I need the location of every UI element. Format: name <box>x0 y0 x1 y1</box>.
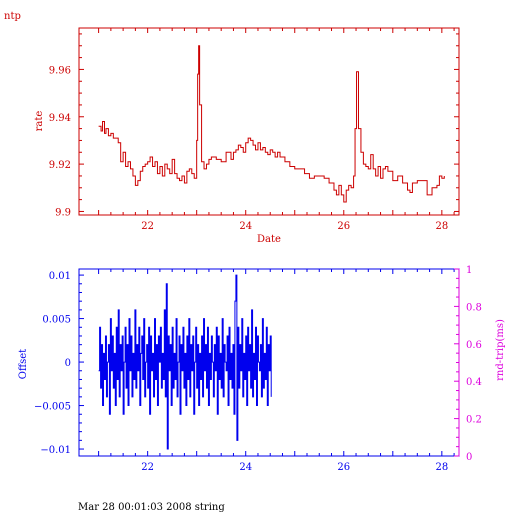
footer-timestamp: Mar 28 00:01:03 2008 string <box>78 502 225 512</box>
rate-panel: 22 24 26 28 9.9 9.92 9.94 9.96 Date rate <box>34 27 460 245</box>
rate-ticks: 22 24 26 28 9.9 9.92 9.94 9.96 <box>49 28 459 232</box>
roundtrip-y-tick-label: 0.4 <box>466 377 482 388</box>
offset-ticks: 22 24 26 28 0.01 0.005 0 −0.005 −0.01 0 0.2 0.4 0.6 0… <box>34 265 482 473</box>
offset-y-tick-label: −0.005 <box>34 402 71 413</box>
rate-y-tick-label: 9.94 <box>49 113 71 124</box>
rate-x-tick-label: 22 <box>141 221 154 232</box>
offset-series-line <box>98 274 272 450</box>
rate-plot-frame <box>78 27 460 216</box>
roundtrip-y-tick-label: 0 <box>466 452 472 463</box>
offset-x-tick-label: 24 <box>239 462 252 473</box>
corner-label: ntp <box>4 11 21 22</box>
rate-ylabel: rate <box>34 111 45 132</box>
roundtrip-y-tick-label: 0.2 <box>466 415 482 426</box>
roundtrip-y-tick-label: 0.6 <box>466 340 482 351</box>
roundtrip-y-tick-label: 1 <box>466 265 472 276</box>
rate-y-tick-label: 9.96 <box>49 65 71 76</box>
roundtrip-y-tick-label: 0.8 <box>466 302 482 313</box>
offset-panel: 22 24 26 28 0.01 0.005 0 −0.005 −0.01 0 0.2 0.4 0.6 0… <box>18 265 506 473</box>
rate-xlabel: Date <box>257 234 281 245</box>
offset-x-tick-label: 22 <box>141 462 154 473</box>
roundtrip-ylabel: rnd-trip(ms) <box>495 319 506 381</box>
rate-x-tick-label: 28 <box>435 221 448 232</box>
offset-ylabel: Offset <box>18 349 29 379</box>
offset-x-tick-label: 28 <box>435 462 448 473</box>
rate-series-line <box>98 45 445 203</box>
offset-y-tick-label: −0.01 <box>40 445 71 456</box>
offset-y-tick-label: 0 <box>65 358 71 369</box>
offset-y-tick-label: 0.005 <box>42 315 71 326</box>
offset-x-tick-label: 26 <box>337 462 350 473</box>
rate-y-tick-label: 9.92 <box>49 160 71 171</box>
rate-x-tick-label: 24 <box>239 221 252 232</box>
offset-y-tick-label: 0.01 <box>49 271 71 282</box>
rate-x-tick-label: 26 <box>337 221 350 232</box>
rate-y-tick-label: 9.9 <box>55 207 71 218</box>
